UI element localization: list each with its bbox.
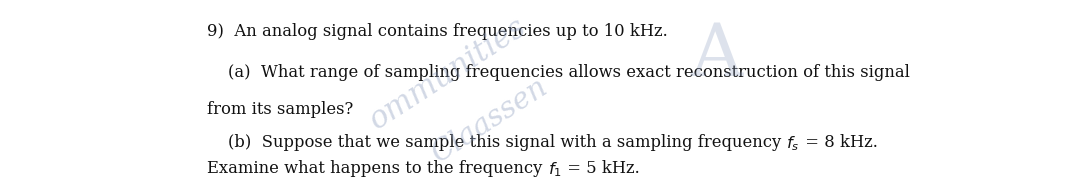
Text: from its samples?: from its samples? <box>207 101 354 118</box>
Text: = 5 kHz.: = 5 kHz. <box>562 160 639 177</box>
Text: $f_s$: $f_s$ <box>787 134 800 153</box>
Text: ommunities: ommunities <box>363 12 531 136</box>
Text: 9)  An analog signal contains frequencies up to 10 kHz.: 9) An analog signal contains frequencies… <box>207 23 667 40</box>
Text: $f_1$: $f_1$ <box>548 160 562 179</box>
Text: Claassen: Claassen <box>427 73 554 168</box>
Text: (a)  What range of sampling frequencies allows exact reconstruction of this sign: (a) What range of sampling frequencies a… <box>207 64 910 81</box>
Text: (b)  Suppose that we sample this signal with a sampling frequency: (b) Suppose that we sample this signal w… <box>207 134 787 151</box>
Text: Examine what happens to the frequency: Examine what happens to the frequency <box>207 160 548 177</box>
Text: = 8 kHz.: = 8 kHz. <box>800 134 877 151</box>
Text: A: A <box>691 20 743 91</box>
